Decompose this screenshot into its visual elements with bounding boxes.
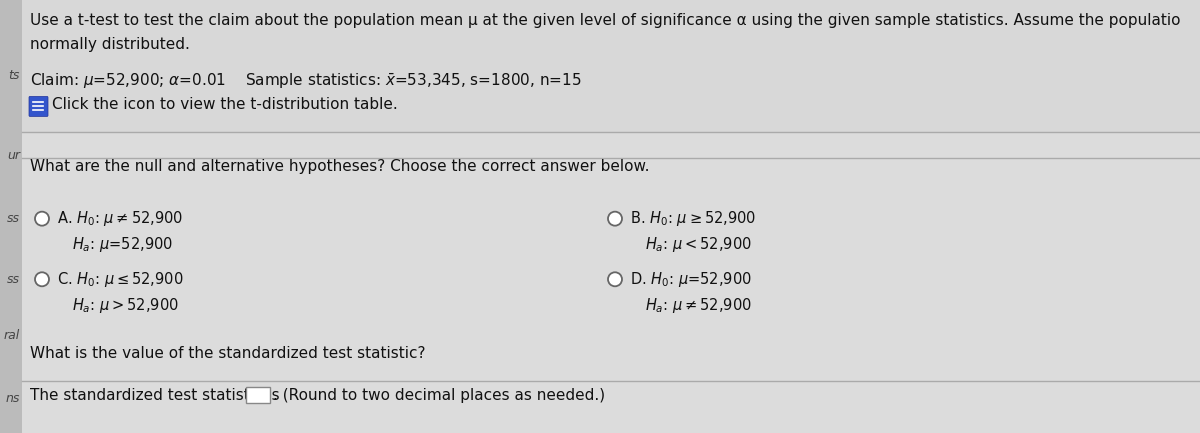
FancyBboxPatch shape	[0, 0, 22, 433]
Text: Use a t-test to test the claim about the population mean μ at the given level of: Use a t-test to test the claim about the…	[30, 13, 1181, 28]
Text: What are the null and alternative hypotheses? Choose the correct answer below.: What are the null and alternative hypoth…	[30, 159, 649, 174]
Text: ns: ns	[6, 392, 20, 405]
Text: $H_a$: $\mu$=52,900: $H_a$: $\mu$=52,900	[72, 235, 173, 254]
Text: normally distributed.: normally distributed.	[30, 37, 190, 52]
Text: B. $H_0$: $\mu\geq$52,900: B. $H_0$: $\mu\geq$52,900	[630, 209, 756, 228]
Text: The standardized test statistic is: The standardized test statistic is	[30, 388, 284, 403]
Text: What is the value of the standardized test statistic?: What is the value of the standardized te…	[30, 346, 426, 362]
Text: ral: ral	[4, 329, 20, 342]
Text: ss: ss	[7, 273, 20, 286]
FancyBboxPatch shape	[22, 0, 1200, 132]
FancyBboxPatch shape	[29, 97, 48, 116]
Text: C. $H_0$: $\mu\leq$52,900: C. $H_0$: $\mu\leq$52,900	[58, 270, 184, 289]
Text: A. $H_0$: $\mu\neq$52,900: A. $H_0$: $\mu\neq$52,900	[58, 209, 184, 228]
Text: D. $H_0$: $\mu$=52,900: D. $H_0$: $\mu$=52,900	[630, 270, 752, 289]
Text: $H_a$: $\mu<$52,900: $H_a$: $\mu<$52,900	[646, 235, 751, 254]
Text: Claim: $\mu$=52,900; $\alpha$=0.01    Sample statistics: $\bar{x}$=53,345, s=180: Claim: $\mu$=52,900; $\alpha$=0.01 Sampl…	[30, 71, 582, 90]
Text: Click the icon to view the t-distribution table.: Click the icon to view the t-distributio…	[52, 97, 397, 113]
FancyBboxPatch shape	[246, 388, 270, 403]
Text: ts: ts	[8, 69, 20, 82]
Circle shape	[35, 272, 49, 286]
Text: $H_a$: $\mu>$52,900: $H_a$: $\mu>$52,900	[72, 296, 179, 315]
Circle shape	[608, 212, 622, 226]
Text: ss: ss	[7, 212, 20, 225]
FancyBboxPatch shape	[22, 0, 1200, 433]
Text: $H_a$: $\mu\neq$52,900: $H_a$: $\mu\neq$52,900	[646, 296, 751, 315]
Circle shape	[608, 272, 622, 286]
Circle shape	[35, 212, 49, 226]
Text: ur: ur	[7, 149, 20, 162]
Text: . (Round to two decimal places as needed.): . (Round to two decimal places as needed…	[274, 388, 605, 403]
